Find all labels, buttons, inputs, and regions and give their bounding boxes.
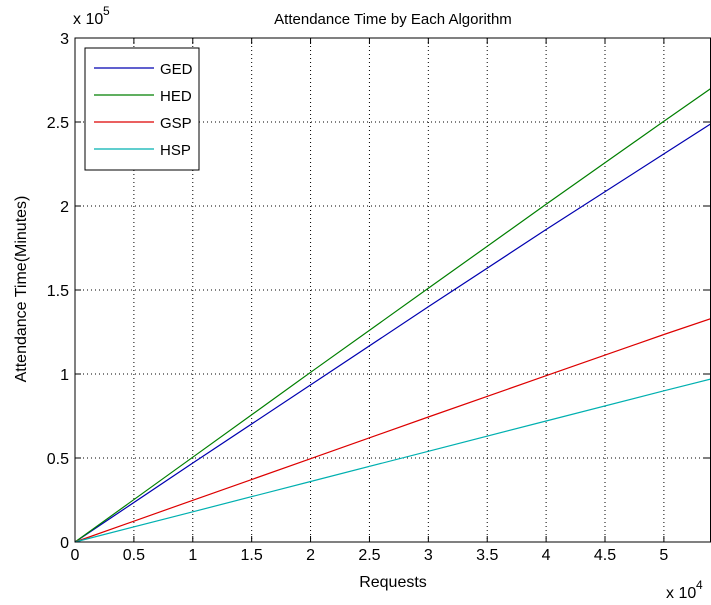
x-tick-label: 3 — [424, 547, 433, 564]
x-tick-label: 4 — [542, 547, 551, 564]
x-multiplier: x 10 4 — [666, 578, 703, 602]
y-tick-label: 2 — [60, 199, 69, 216]
y-multiplier-base: x 10 — [73, 11, 103, 28]
x-tick-label: 3.5 — [476, 547, 498, 564]
x-tick-label: 0 — [71, 547, 80, 564]
y-axis-label: Attendance Time(Minutes) — [13, 196, 30, 383]
x-multiplier-base: x 10 — [666, 585, 696, 602]
legend-label-gsp: GSP — [160, 115, 192, 132]
y-tick-label: 1.5 — [47, 283, 69, 300]
series-line-hsp — [74, 378, 711, 543]
chart-title: Attendance Time by Each Algorithm — [274, 11, 512, 28]
y-tick-label: 0 — [60, 535, 69, 552]
x-tick-label: 1.5 — [241, 547, 263, 564]
y-tick-label: 3 — [60, 31, 69, 48]
legend-label-hsp: HSP — [160, 142, 191, 159]
x-tick-label: 1 — [188, 547, 197, 564]
grid — [75, 38, 711, 542]
y-tick-label: 2.5 — [47, 115, 69, 132]
series-line-hed — [74, 87, 711, 543]
y-tick-label: 0.5 — [47, 451, 69, 468]
legend: GED HED GSP HSP — [84, 47, 200, 171]
legend-label-hed: HED — [160, 88, 192, 105]
y-tick-label: 1 — [60, 367, 69, 384]
x-tick-label: 4.5 — [594, 547, 616, 564]
x-tick-label: 5 — [659, 547, 668, 564]
x-tick-label: 2.5 — [358, 547, 380, 564]
x-tick-label: 0.5 — [123, 547, 145, 564]
y-multiplier: x 10 5 — [73, 4, 110, 28]
legend-items: GED HED GSP HSP — [94, 61, 193, 159]
y-multiplier-exponent: 5 — [103, 4, 110, 18]
series-line-gsp — [74, 318, 711, 543]
x-axis-label: Requests — [359, 574, 427, 591]
series-lines — [74, 87, 711, 543]
x-multiplier-exponent: 4 — [696, 578, 703, 592]
axis-ticks: 0 0.5 1 1.5 2 2.5 3 3.5 4 4.5 5 0 0.5 1 1.5 2 2.5 3 — [47, 31, 710, 564]
x-tick-label: 2 — [306, 547, 315, 564]
series-line-ged — [74, 123, 711, 543]
legend-label-ged: GED — [160, 61, 193, 78]
